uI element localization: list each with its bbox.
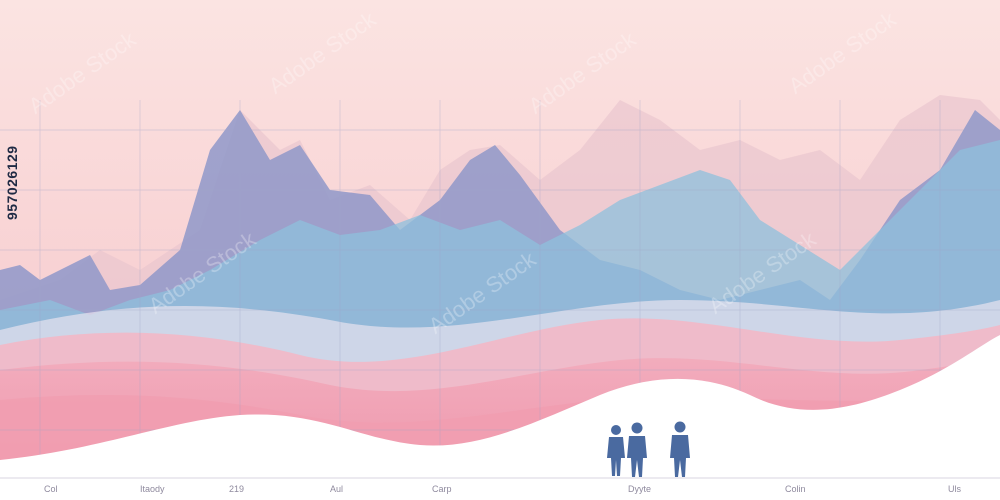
- figure-2: [627, 422, 647, 477]
- axis-label-8: Uls: [948, 484, 961, 494]
- stock-id: 957026129: [4, 145, 20, 220]
- axis-label-3: 219: [229, 484, 245, 494]
- snow-foreground: [0, 335, 1000, 500]
- axis-label-5: Carp: [432, 484, 452, 494]
- figure-3: [670, 421, 690, 477]
- axis-label-7: Colin: [785, 484, 806, 494]
- axis-label-6: Dyyte: [628, 484, 652, 494]
- axis-label-1: Col: [44, 484, 58, 494]
- axis-label-4: Aul: [330, 484, 344, 494]
- axis-label-2: Itaody: [140, 484, 165, 494]
- standing-figures: [607, 421, 690, 477]
- figure-1: [607, 425, 625, 476]
